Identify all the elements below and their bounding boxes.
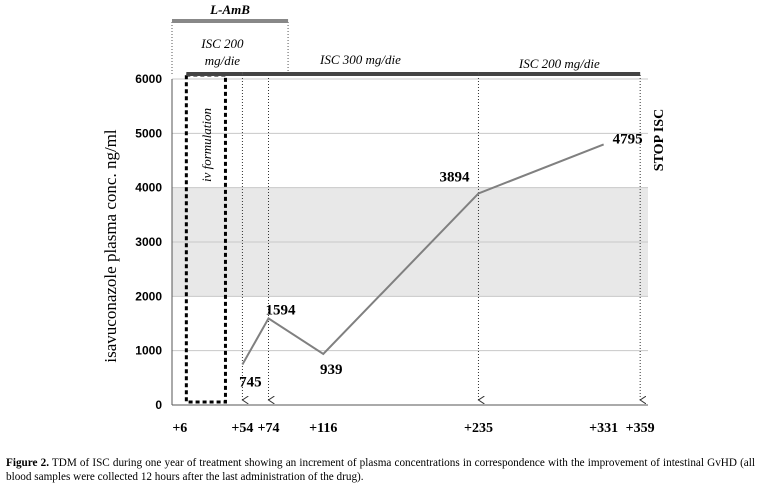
treatment-label-lamb: L-AmB bbox=[209, 2, 250, 17]
data-label: 1594 bbox=[266, 302, 297, 318]
y-tick-label: 3000 bbox=[135, 235, 162, 249]
x-tick-label: +54 bbox=[231, 421, 253, 436]
dose-marker-layer bbox=[171, 22, 640, 404]
y-axis-label: isavuconazole plasma conc. ng/ml bbox=[101, 129, 120, 362]
series-line bbox=[241, 143, 605, 366]
treatment-bar bbox=[478, 72, 641, 76]
x-tick-label: +74 bbox=[258, 421, 280, 436]
y-tick-label: 4000 bbox=[135, 181, 162, 195]
chart-svg: 0 1000 2000 3000 4000 5000 6000 isavuconazole p… bbox=[101, 2, 667, 436]
figure-caption: Figure 2. TDM of ISC during one year of … bbox=[6, 456, 755, 484]
label-layer: 0 1000 2000 3000 4000 5000 6000 isavuconazole p… bbox=[101, 2, 667, 436]
y-tick-label: 1000 bbox=[135, 344, 162, 358]
treatment-label-isc200-second: ISC 200 mg/die bbox=[518, 56, 600, 71]
data-label: 3894 bbox=[439, 169, 470, 185]
y-tick-label: 5000 bbox=[135, 126, 162, 140]
data-label: 4795 bbox=[613, 131, 643, 147]
treatment-label-isc200-line2: mg/die bbox=[205, 53, 241, 68]
treatment-bars-layer bbox=[172, 19, 641, 76]
data-label: 939 bbox=[320, 362, 343, 378]
treatment-bar bbox=[186, 72, 243, 76]
y-tick-label: 6000 bbox=[135, 72, 162, 86]
y-tick-label: 2000 bbox=[135, 289, 162, 303]
y-tick-label: 0 bbox=[155, 398, 162, 412]
treatment-bar bbox=[172, 19, 289, 23]
x-tick-label: +331 bbox=[589, 421, 618, 436]
x-tick-label: +6 bbox=[172, 421, 187, 436]
iv-formulation-label: iv formulation bbox=[199, 108, 214, 182]
series-layer bbox=[241, 143, 605, 366]
iv-formulation-box bbox=[184, 73, 227, 404]
caption-prefix: Figure 2. bbox=[6, 457, 49, 469]
treatment-label-isc300: ISC 300 mg/die bbox=[319, 52, 401, 67]
treatment-bar bbox=[242, 72, 479, 76]
x-tick-label: +359 bbox=[626, 421, 655, 436]
treatment-label-isc200-line1: ISC 200 bbox=[200, 36, 244, 51]
x-tick-label: +116 bbox=[309, 421, 337, 436]
data-label: 745 bbox=[239, 375, 262, 391]
stop-isc-label: STOP ISC bbox=[652, 109, 667, 171]
axis-layer bbox=[171, 79, 648, 406]
x-tick-label: +235 bbox=[464, 421, 493, 436]
caption-text: TDM of ISC during one year of treatment … bbox=[6, 457, 755, 483]
